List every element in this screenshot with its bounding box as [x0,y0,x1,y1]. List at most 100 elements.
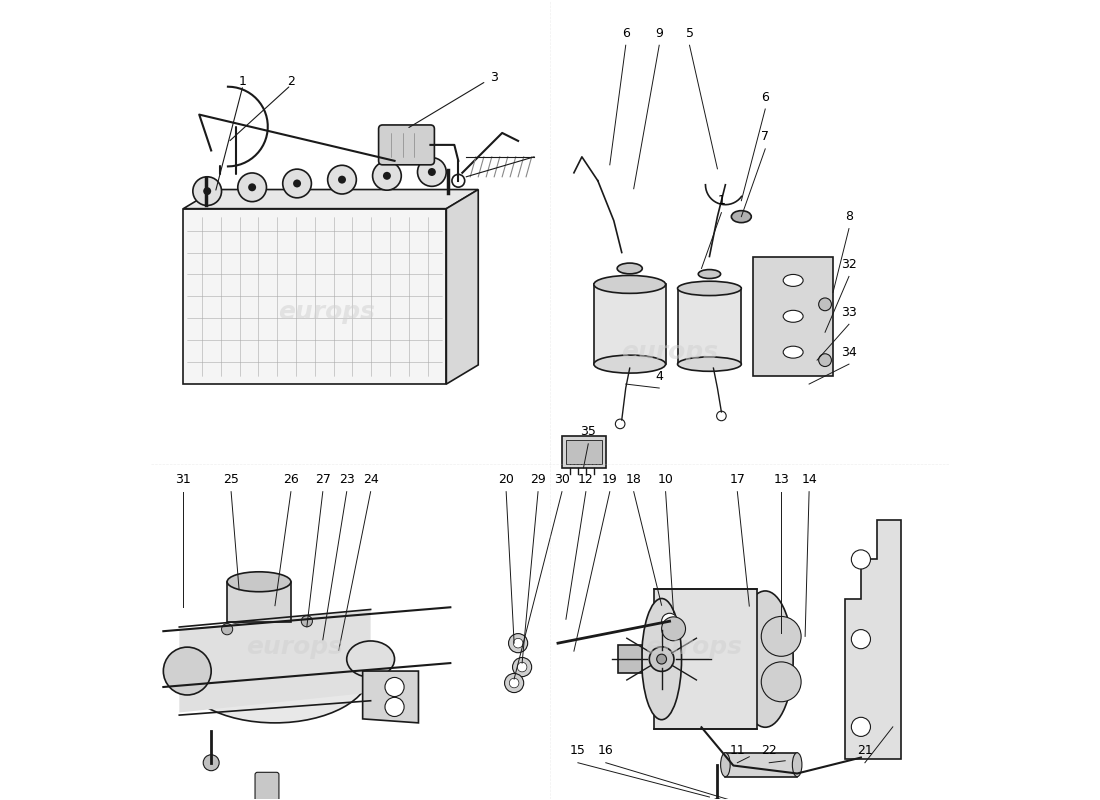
Polygon shape [363,671,418,723]
Text: 12: 12 [578,474,594,486]
Text: 9: 9 [656,26,663,40]
Circle shape [383,172,390,180]
Circle shape [338,176,346,184]
Polygon shape [678,288,741,364]
Ellipse shape [783,274,803,286]
Circle shape [851,718,870,737]
Text: 13: 13 [773,474,789,486]
Text: 7: 7 [761,130,769,143]
Text: 10: 10 [658,474,673,486]
Text: 6: 6 [761,90,769,103]
Text: 26: 26 [283,474,299,486]
Circle shape [661,614,678,630]
Circle shape [204,187,211,195]
Text: 21: 21 [857,744,872,758]
Circle shape [301,616,312,627]
Polygon shape [179,610,371,713]
Text: 3: 3 [491,70,498,84]
Circle shape [418,158,447,186]
Ellipse shape [792,753,802,777]
Circle shape [517,662,527,672]
Circle shape [818,298,832,310]
Text: 27: 27 [315,474,331,486]
Circle shape [657,654,667,664]
Circle shape [221,624,233,634]
Ellipse shape [678,282,741,295]
Ellipse shape [641,598,682,720]
Circle shape [428,168,436,176]
Ellipse shape [678,357,741,371]
FancyBboxPatch shape [562,436,606,468]
Circle shape [661,617,685,641]
Text: 18: 18 [626,474,641,486]
Ellipse shape [594,355,666,373]
Polygon shape [184,209,447,384]
Circle shape [761,662,801,702]
Text: 14: 14 [801,474,817,486]
Ellipse shape [179,619,371,723]
Ellipse shape [617,263,642,274]
Ellipse shape [346,641,395,678]
Text: europs: europs [246,635,343,659]
Circle shape [851,550,870,569]
Text: 8: 8 [845,210,853,223]
Polygon shape [594,285,666,364]
Circle shape [851,630,870,649]
Polygon shape [845,519,901,758]
Text: 22: 22 [761,744,777,758]
Text: 33: 33 [842,306,857,319]
Ellipse shape [594,275,666,294]
Text: 25: 25 [223,474,239,486]
Text: 23: 23 [339,474,354,486]
Text: europs: europs [278,300,375,324]
Ellipse shape [732,210,751,222]
Text: 17: 17 [729,474,746,486]
Circle shape [649,646,674,671]
Text: 2: 2 [287,74,295,88]
Circle shape [163,647,211,695]
Circle shape [818,354,832,366]
Text: 5: 5 [685,26,693,40]
Circle shape [238,173,266,202]
Circle shape [508,634,528,653]
FancyBboxPatch shape [378,125,434,165]
Polygon shape [618,645,641,674]
Circle shape [192,177,221,206]
Ellipse shape [698,270,720,278]
Circle shape [283,169,311,198]
Text: 16: 16 [598,744,614,758]
Circle shape [249,183,256,191]
Ellipse shape [227,572,290,592]
FancyBboxPatch shape [565,440,602,464]
Polygon shape [754,257,833,376]
Polygon shape [725,753,797,777]
Text: 29: 29 [530,474,546,486]
Circle shape [328,166,356,194]
Text: europs: europs [645,635,742,659]
FancyBboxPatch shape [255,772,279,800]
Circle shape [385,698,404,717]
Polygon shape [227,582,290,622]
Text: 19: 19 [602,474,618,486]
Circle shape [385,678,404,697]
Polygon shape [653,590,757,729]
Text: 34: 34 [842,346,857,358]
Circle shape [514,638,522,648]
Ellipse shape [783,310,803,322]
Ellipse shape [720,753,730,777]
Text: europs: europs [621,340,718,364]
Text: 6: 6 [621,26,629,40]
Polygon shape [447,190,478,384]
Ellipse shape [783,346,803,358]
Polygon shape [184,190,478,209]
Ellipse shape [737,591,793,727]
Text: 24: 24 [363,474,378,486]
Circle shape [509,678,519,688]
Text: 15: 15 [570,744,586,758]
Circle shape [711,798,724,800]
Circle shape [204,754,219,770]
Circle shape [761,617,801,656]
Text: 1: 1 [239,74,248,88]
Circle shape [513,658,531,677]
Text: 30: 30 [554,474,570,486]
